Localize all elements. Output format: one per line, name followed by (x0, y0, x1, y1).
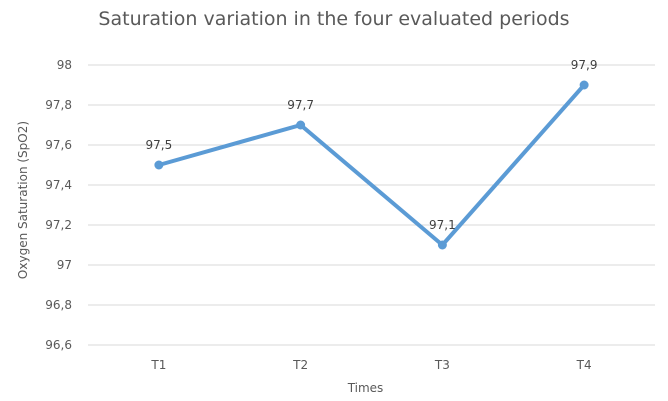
data-point (154, 160, 164, 170)
x-tick-label: T4 (576, 358, 592, 372)
y-tick-label: 97,8 (45, 98, 72, 112)
series-line (156, 83, 587, 247)
data-label: 97,5 (146, 138, 173, 152)
x-tick-label: T1 (150, 358, 166, 372)
x-axis-title: Times (347, 381, 384, 395)
y-tick-label: 97,6 (45, 138, 72, 152)
x-tick-label: T3 (434, 358, 450, 372)
data-point (579, 80, 589, 90)
data-label: 97,9 (571, 58, 598, 72)
data-point (437, 240, 447, 250)
y-tick-label: 98 (57, 58, 72, 72)
y-tick-label: 96,6 (45, 338, 72, 352)
y-tick-label: 97 (57, 258, 72, 272)
y-axis-title: Oxygen Saturation (SpO2) (16, 121, 30, 279)
y-tick-label: 97,2 (45, 218, 72, 232)
y-tick-label: 97,4 (45, 178, 72, 192)
data-point (296, 120, 306, 130)
x-tick-label: T2 (292, 358, 308, 372)
data-label: 97,7 (287, 98, 314, 112)
data-label: 97,1 (429, 218, 456, 232)
chart-title: Saturation variation in the four evaluat… (98, 8, 570, 30)
y-tick-label: 96,8 (45, 298, 72, 312)
